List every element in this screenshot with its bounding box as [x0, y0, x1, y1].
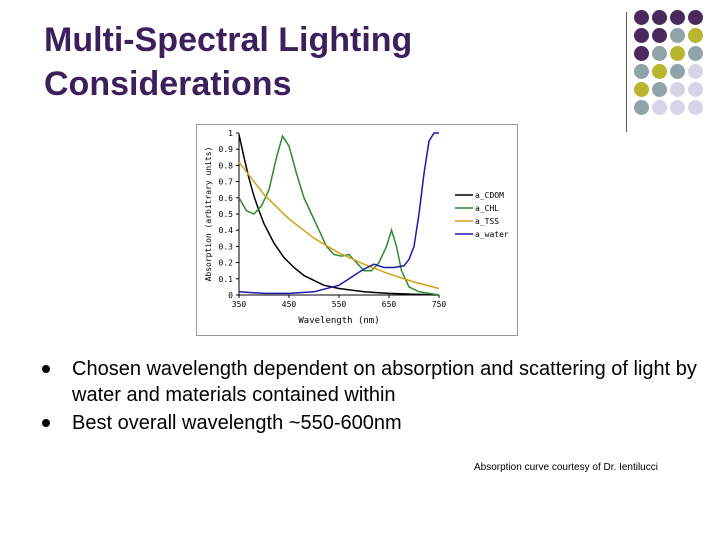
decor-dot — [688, 46, 703, 61]
decor-dot — [688, 64, 703, 79]
decor-dot — [670, 64, 685, 79]
decor-dot — [634, 46, 649, 61]
decor-dot — [688, 10, 703, 25]
x-tick-label: 550 — [332, 300, 347, 309]
decor-dot — [634, 10, 649, 25]
y-tick-label: 0 — [228, 291, 233, 300]
x-tick-label: 350 — [232, 300, 247, 309]
decor-dot — [634, 28, 649, 43]
y-tick-label: 0.2 — [219, 259, 234, 268]
bullet-item: Chosen wavelength dependent on absorptio… — [40, 356, 700, 408]
y-tick-label: 1 — [228, 129, 233, 138]
decor-dot — [652, 100, 667, 115]
bullet-icon — [42, 419, 50, 427]
decor-dot — [634, 100, 649, 115]
bullet-text: Chosen wavelength dependent on absorptio… — [72, 358, 697, 406]
series-line-a_water — [238, 132, 439, 295]
series-line-a_TSS — [238, 161, 440, 290]
legend-label: a_TSS — [475, 217, 499, 226]
x-tick-label: 650 — [382, 300, 397, 309]
decor-dot — [688, 100, 703, 115]
image-credit: Absorption curve courtesy of Dr. Ientilu… — [474, 462, 658, 473]
decor-dot — [634, 82, 649, 97]
bullet-list: Chosen wavelength dependent on absorptio… — [40, 356, 700, 438]
legend-label: a_CDOM — [475, 191, 504, 200]
bullet-text: Best overall wavelength ~550-600nm — [72, 412, 402, 434]
decor-dot — [652, 64, 667, 79]
x-tick-label: 750 — [432, 300, 447, 309]
bullet-item: Best overall wavelength ~550-600nm — [40, 410, 700, 436]
slide-title: Multi-Spectral Lighting Considerations — [44, 18, 412, 106]
y-tick-label: 0.5 — [219, 210, 234, 219]
decor-dot — [670, 100, 685, 115]
y-tick-label: 0.9 — [219, 145, 234, 154]
y-tick-label: 0.3 — [219, 242, 234, 251]
decor-dot — [670, 28, 685, 43]
x-tick-label: 450 — [282, 300, 297, 309]
legend-label: a_CHL — [475, 204, 499, 213]
decor-dot — [652, 10, 667, 25]
series-line-a_CHL — [238, 134, 440, 296]
absorption-chart-svg: 0 0.1 0.2 0.3 0.4 0.5 0.6 0.7 0.8 0.9 1 350 450 550 65… — [204, 129, 509, 326]
y-tick-label: 0.4 — [219, 226, 234, 235]
decor-dot — [688, 28, 703, 43]
y-tick-label: 0.6 — [219, 194, 234, 203]
absorption-chart: 0 0.1 0.2 0.3 0.4 0.5 0.6 0.7 0.8 0.9 1 350 450 550 65… — [196, 124, 518, 336]
decor-dot — [634, 64, 649, 79]
decor-dot — [670, 10, 685, 25]
decor-dot — [688, 82, 703, 97]
decor-dot — [652, 82, 667, 97]
decor-divider — [626, 12, 627, 132]
y-tick-label: 0.1 — [219, 275, 234, 284]
slide-title-line-1: Multi-Spectral Lighting — [44, 21, 413, 59]
slide-title-line-2: Considerations — [44, 65, 292, 103]
legend-label: a_water — [475, 230, 509, 239]
x-axis-label: Wavelength (nm) — [298, 316, 379, 326]
decor-dot — [670, 46, 685, 61]
y-axis-label: Absorption (arbitrary units) — [204, 147, 213, 282]
decor-dot-grid — [634, 10, 720, 120]
series-line-a_CDOM — [238, 134, 440, 296]
decor-dot — [652, 46, 667, 61]
y-tick-label: 0.8 — [219, 161, 234, 170]
bullet-icon — [42, 365, 50, 373]
y-tick-label: 0.7 — [219, 178, 234, 187]
decor-dot — [652, 28, 667, 43]
decor-dot — [670, 82, 685, 97]
